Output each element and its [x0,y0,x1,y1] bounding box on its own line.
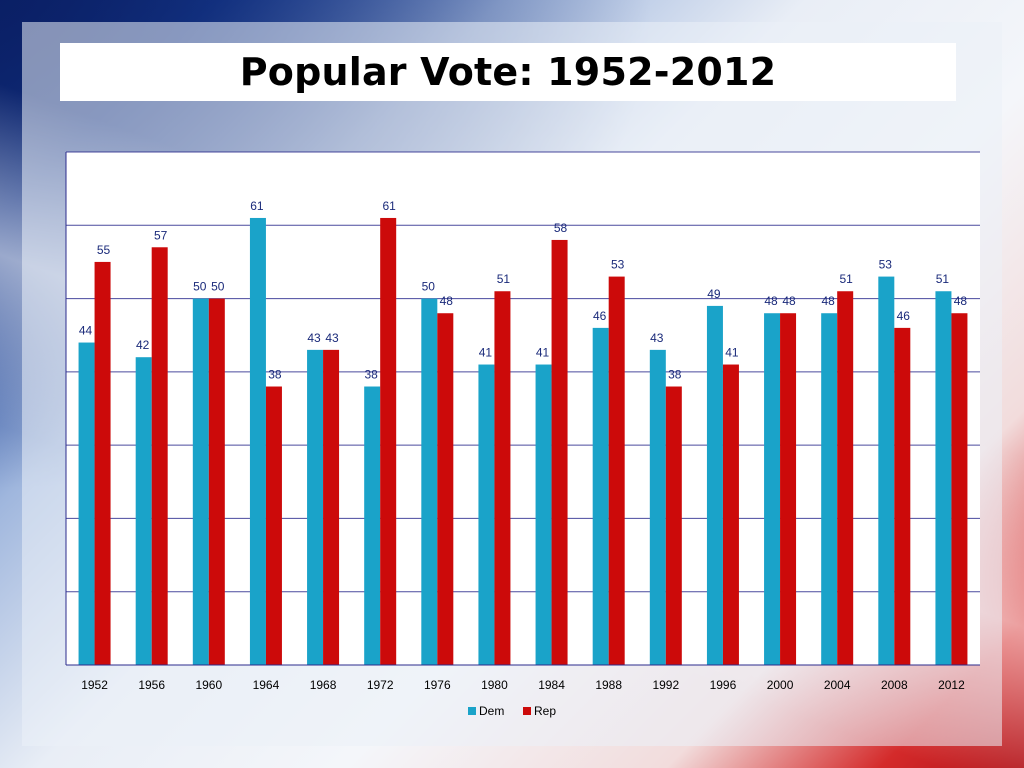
legend-swatch-dem [468,707,476,715]
bar-rep [722,364,739,665]
data-label-rep: 48 [954,294,968,308]
data-label-rep: 51 [840,272,854,286]
data-label-rep: 43 [325,331,339,345]
bar-rep [94,261,111,665]
bar-rep [265,386,282,665]
bar-dem [78,342,95,665]
bar-dem [192,298,209,665]
data-label-rep: 55 [97,243,111,257]
bar-dem [649,349,666,665]
data-label-rep: 48 [782,294,796,308]
x-tick-label: 1996 [710,678,737,692]
data-label-rep: 61 [383,199,397,213]
data-label-rep: 46 [897,309,911,323]
x-tick-label: 1988 [595,678,622,692]
x-tick-label: 1960 [195,678,222,692]
data-label-dem: 42 [136,338,150,352]
x-tick-label: 1984 [538,678,565,692]
legend-label-dem: Dem [479,704,504,718]
data-label-rep: 38 [668,368,682,382]
data-label-dem: 43 [650,331,664,345]
data-label-dem: 51 [936,272,950,286]
bar-rep [323,349,340,665]
bar-rep [894,327,911,665]
data-label-dem: 50 [422,280,436,294]
data-label-rep: 48 [440,294,454,308]
x-tick-label: 1956 [138,678,165,692]
chart-title: Popular Vote: 1952-2012 [239,50,777,94]
bar-rep [494,291,511,665]
data-label-rep: 41 [725,346,739,360]
data-label-rep: 58 [554,221,568,235]
data-label-dem: 53 [879,258,893,272]
x-tick-label: 2008 [881,678,908,692]
data-label-dem: 44 [79,324,93,338]
bar-rep [780,313,797,665]
data-label-dem: 46 [593,309,607,323]
bar-rep [151,247,168,665]
bar-chart: 0102030405060704455195242571956505019606… [45,145,980,718]
x-tick-label: 1972 [367,678,394,692]
bar-rep [665,386,682,665]
legend-label-rep: Rep [534,704,556,718]
data-label-rep: 38 [268,368,282,382]
bar-dem [478,364,495,665]
x-tick-label: 1992 [652,678,679,692]
bar-rep [437,313,454,665]
bar-dem [535,364,552,665]
bar-dem [706,305,723,665]
data-label-dem: 41 [536,346,550,360]
bar-rep [951,313,968,665]
data-label-dem: 48 [822,294,836,308]
data-label-dem: 50 [193,280,207,294]
x-tick-label: 1952 [81,678,108,692]
bar-dem [878,276,895,665]
bar-dem [364,386,381,665]
bar-dem [821,313,838,665]
x-tick-label: 1976 [424,678,451,692]
x-tick-label: 1964 [253,678,280,692]
data-label-rep: 53 [611,258,625,272]
data-label-rep: 57 [154,228,168,242]
bar-dem [935,291,952,665]
bar-dem [592,327,609,665]
bar-dem [421,298,438,665]
chart-area: 0102030405060704455195242571956505019606… [45,140,980,740]
x-tick-label: 2000 [767,678,794,692]
data-label-dem: 43 [307,331,321,345]
bar-dem [249,217,266,665]
data-label-dem: 41 [479,346,493,360]
data-label-dem: 61 [250,199,264,213]
legend-swatch-rep [523,707,531,715]
data-label-dem: 49 [707,287,721,301]
bar-dem [307,349,324,665]
bar-rep [208,298,225,665]
bar-rep [608,276,625,665]
data-label-rep: 51 [497,272,511,286]
x-tick-label: 2012 [938,678,965,692]
x-tick-label: 1968 [310,678,337,692]
bar-dem [135,357,152,665]
title-box: Popular Vote: 1952-2012 [60,43,956,101]
data-label-dem: 48 [764,294,778,308]
x-tick-label: 2004 [824,678,851,692]
bar-dem [764,313,781,665]
x-tick-label: 1980 [481,678,508,692]
bar-rep [551,239,568,665]
data-label-dem: 38 [365,368,379,382]
bar-rep [837,291,854,665]
data-label-rep: 50 [211,280,225,294]
bar-rep [380,217,397,665]
